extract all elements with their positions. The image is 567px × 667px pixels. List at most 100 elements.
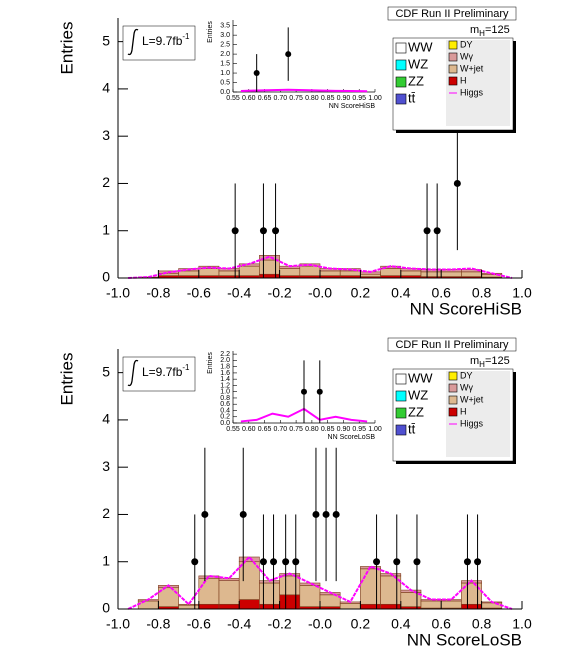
- legend-swatch: [395, 59, 407, 71]
- x-tick-label: 0.8: [472, 285, 492, 301]
- legend-swatch: [448, 52, 458, 62]
- inset-x-tick-label: 0.85: [321, 426, 335, 433]
- legend-label: Higgs: [460, 418, 484, 428]
- inset-x-tick-label: 0.85: [321, 95, 335, 102]
- histogram-bar: [440, 271, 462, 277]
- x-tick-label: 0.8: [472, 616, 492, 632]
- y-tick-label: 0: [102, 600, 110, 616]
- inset-x-tick-label: 0.95: [352, 426, 366, 433]
- inset-y-tick-label: 1.0: [220, 389, 230, 396]
- histogram-bar: [218, 580, 240, 605]
- inset-x-tick-label: 0.70: [274, 426, 288, 433]
- inset-y-tick-label: 1.5: [220, 60, 230, 67]
- legend-label: Wγ: [460, 51, 473, 61]
- inset-x-tick-label: 0.60: [242, 426, 256, 433]
- inset-y-tick-label: 1.0: [220, 70, 230, 77]
- x-tick-label: 0.6: [431, 616, 451, 632]
- legend-label: H: [460, 75, 467, 85]
- mass-symbol: m: [470, 355, 479, 367]
- y-tick-label: 3: [102, 127, 110, 143]
- legend-swatch: [395, 42, 407, 54]
- legend-label: ZZ: [408, 404, 424, 419]
- signal-line: [128, 255, 513, 279]
- data-point: [463, 558, 471, 566]
- x-tick-label: 0.4: [391, 616, 411, 632]
- y-tick-label: 3: [102, 458, 110, 474]
- x-axis-label: NN ScoreLoSB: [407, 630, 522, 649]
- inset-x-tick-label: 0.75: [289, 95, 303, 102]
- inset-data-point: [285, 51, 292, 58]
- inset-y-tick-label: 2.0: [220, 51, 230, 58]
- histogram-bar: [279, 575, 301, 596]
- data-point: [239, 510, 247, 518]
- inset-x-tick-label: 0.65: [258, 426, 272, 433]
- legend-label: WZ: [408, 387, 428, 402]
- inset-box: [204, 10, 384, 110]
- x-tick-label: -0.4: [227, 285, 251, 301]
- inset-x-tick-label: 0.80: [305, 426, 319, 433]
- inset-y-tick-label: 1.6: [220, 370, 230, 377]
- legend-label: DY: [460, 370, 473, 380]
- inset-y-tick-label: 3.5: [220, 23, 230, 30]
- mass-subscript: H: [479, 29, 485, 38]
- y-tick-label: 1: [102, 221, 110, 237]
- inset-y-tick-label: 0.5: [220, 79, 230, 86]
- data-point: [332, 510, 340, 518]
- x-tick-label: -0.2: [268, 616, 292, 632]
- y-axis-label: Entries: [57, 22, 76, 75]
- data-point: [433, 227, 441, 235]
- x-tick-label: -0.8: [146, 285, 170, 301]
- histogram-bar: [380, 603, 402, 610]
- histogram-bar: [299, 582, 321, 586]
- inset-x-tick-label: 0.55: [226, 95, 240, 102]
- histogram-bar: [178, 270, 200, 276]
- histogram-bar: [218, 270, 240, 276]
- data-point: [259, 227, 267, 235]
- data-point: [272, 227, 280, 235]
- inset-x-axis-label: NN ScoreHiSB: [329, 103, 376, 110]
- data-point: [231, 227, 239, 235]
- histogram-bar: [238, 556, 260, 563]
- legend-label: H: [460, 406, 467, 416]
- legend-label: WW: [408, 370, 433, 385]
- x-axis-label: NN ScoreHiSB: [410, 299, 522, 318]
- lumi-text: L=9.7fb: [142, 34, 183, 48]
- inset-x-tick-label: 0.80: [305, 95, 319, 102]
- legend-swatch: [395, 373, 407, 385]
- histogram-bar: [259, 603, 280, 610]
- legend-swatch: [395, 93, 407, 105]
- x-tick-label: -0.8: [146, 616, 170, 632]
- lumi-superscript: -1: [182, 363, 190, 372]
- inset-y-tick-label: 2.5: [220, 41, 230, 48]
- legend-swatch: [448, 395, 458, 405]
- histogram-bar: [198, 268, 220, 276]
- histogram-bar: [339, 603, 361, 610]
- histogram-bar: [279, 268, 301, 276]
- lumi-superscript: -1: [182, 32, 190, 41]
- x-tick-label: 0.2: [351, 616, 371, 632]
- inset-x-tick-label: 1.00: [368, 426, 382, 433]
- x-tick-label: -0.6: [187, 616, 211, 632]
- histogram-bar: [259, 259, 280, 275]
- y-tick-label: 5: [102, 363, 110, 379]
- y-tick-label: 2: [102, 174, 110, 190]
- legend-label: tt̄: [408, 90, 416, 105]
- inset-y-axis-label: Entries: [207, 352, 214, 374]
- x-tick-label: -0.0: [308, 616, 332, 632]
- inset-y-tick-label: 0.0: [220, 420, 230, 427]
- histogram-bar: [198, 603, 220, 610]
- mass-subscript: H: [479, 360, 485, 369]
- data-point: [413, 558, 421, 566]
- inset-x-tick-label: 0.70: [274, 95, 288, 102]
- legend-swatch: [395, 76, 407, 88]
- x-tick-label: 0.6: [431, 285, 451, 301]
- legend-swatch: [448, 40, 458, 50]
- inset-data-point: [316, 388, 323, 395]
- inset-y-tick-label: 0.8: [220, 395, 230, 402]
- inset-x-axis-label: NN ScoreLoSB: [328, 434, 376, 441]
- histogram-bar: [319, 270, 341, 276]
- inset-y-tick-label: 1.8: [220, 363, 230, 370]
- data-point: [259, 558, 267, 566]
- legend-swatch: [395, 407, 407, 419]
- inset-x-tick-label: 1.00: [368, 95, 382, 102]
